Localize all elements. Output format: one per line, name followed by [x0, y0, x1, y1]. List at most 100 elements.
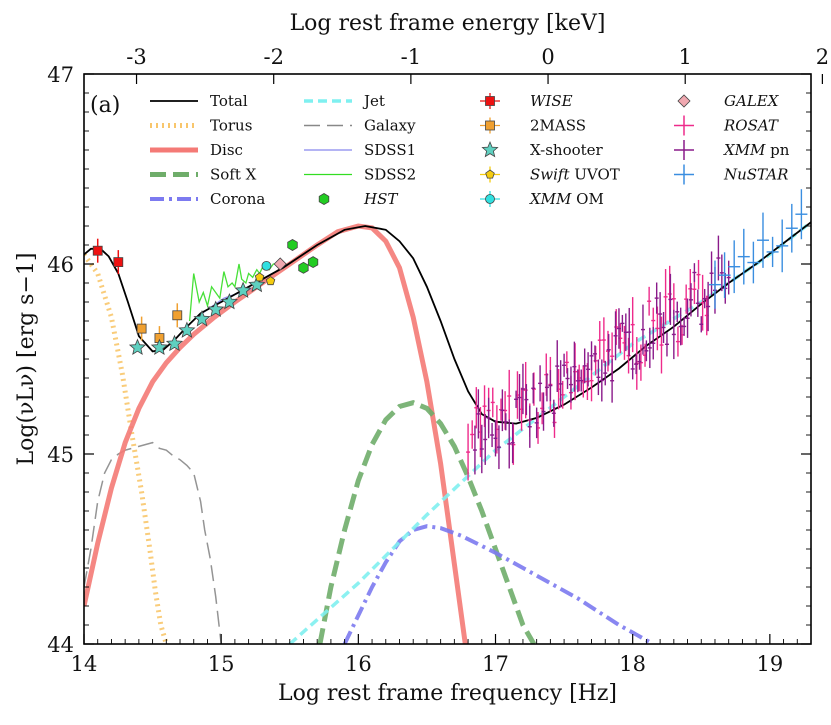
y-tick-label: 45 — [47, 443, 74, 467]
legend-item-jet: Jet — [304, 92, 385, 110]
legend-marker — [481, 140, 499, 158]
xmm-pn-point — [568, 366, 573, 403]
rosat-point — [696, 259, 701, 290]
xmm-pn-point — [551, 399, 556, 427]
legend-label: Jet — [362, 92, 385, 110]
xmm-pn-point — [640, 304, 645, 355]
legend-item-hst: HST — [318, 190, 398, 208]
xmm-pn-point — [507, 419, 512, 469]
xmm-pn-point — [661, 311, 666, 343]
legend-label: X-shooter — [530, 141, 604, 159]
xmm-pn-point — [558, 360, 563, 408]
y-tick-label: 46 — [47, 253, 74, 277]
wise-marker — [113, 257, 124, 268]
rosat-point — [663, 269, 668, 325]
legend-label: HST — [363, 190, 398, 208]
x-tick-label: 17 — [482, 652, 509, 676]
legend-item-rosat: ROSAT — [674, 115, 779, 136]
xmm-pn-point — [582, 348, 587, 384]
xmm-pn-point — [589, 341, 594, 371]
xmm-pn-point — [709, 251, 714, 295]
x-axis-title: Log rest frame frequency [Hz] — [278, 681, 617, 706]
legend-label: Corona — [210, 190, 265, 208]
xmm-pn-point — [644, 340, 649, 362]
legend-label: Torus — [210, 117, 252, 135]
legend-item-nustar: NuSTAR — [674, 164, 788, 185]
xmm-pn-point — [675, 301, 680, 323]
x-tick-label: 19 — [756, 652, 783, 676]
x-shooter-marker — [178, 321, 196, 338]
nustar-point — [776, 219, 789, 273]
xmm-pn-point — [541, 392, 546, 431]
x-shooter-marker — [248, 275, 266, 293]
legend-item-galex: GALEX — [677, 92, 780, 110]
xmm-pn-point — [538, 365, 543, 402]
nustar-point — [728, 240, 741, 294]
swift-uvot-marker — [254, 272, 265, 282]
top-tick-label: 1 — [679, 45, 692, 69]
xmm-pn-point — [706, 281, 711, 332]
series-galaxy — [84, 441, 222, 644]
legend-label: Swift UVOT — [530, 166, 620, 184]
xmm-pn-point — [496, 425, 501, 470]
x-shooter-marker — [207, 300, 225, 317]
xmm-pn-point — [668, 273, 673, 325]
top-tick-label: -2 — [263, 45, 283, 69]
xmm-pn-point — [472, 425, 477, 475]
x-tick-label: 14 — [71, 652, 98, 676]
legend-item-disc: Disc — [150, 141, 243, 159]
xmm-pn-point — [634, 354, 639, 375]
xmm-pn-point — [695, 289, 700, 317]
xmm-pn-point — [613, 311, 618, 361]
legend-item-corona: Corona — [150, 190, 265, 208]
nustar-point — [795, 189, 808, 240]
xmm-pn-point — [658, 292, 663, 336]
xmm-pn-point — [637, 353, 642, 370]
rosat-point — [655, 306, 660, 351]
legend: Total Torus Disc Soft X Corona Jet Galaxy SDSS1… — [150, 92, 790, 208]
legend-marker — [485, 96, 495, 106]
series-soft-x — [317, 400, 537, 644]
legend-label: XMM pn — [723, 141, 790, 159]
legend-label-rest: pn — [765, 141, 789, 159]
xmm-pn-point — [596, 359, 601, 396]
xmm-pn-point — [603, 360, 608, 386]
legend-item-total: Total — [150, 92, 248, 110]
xmm-pn-point — [688, 283, 693, 317]
xmm-pn-point — [682, 317, 687, 336]
y-tick-label: 44 — [47, 633, 74, 657]
data-points — [92, 189, 808, 481]
xmm-pn-point — [685, 298, 690, 338]
xmm-pn-point — [599, 359, 604, 402]
legend-item-xmm-om: XMM OM — [480, 190, 604, 208]
xmm-pn-point — [548, 369, 553, 402]
series-torus — [84, 253, 169, 644]
rosat-point — [630, 297, 635, 353]
rosat-point — [474, 387, 479, 429]
legend-label: GALEX — [724, 92, 780, 110]
x-shooter-marker — [234, 281, 252, 298]
xmm-pn-point — [490, 423, 495, 448]
xmm-om-marker — [261, 260, 272, 271]
xmm-pn-point — [651, 327, 656, 360]
rosat-point — [601, 317, 606, 363]
xmm-pn-point — [692, 263, 697, 282]
x-shooter-marker — [220, 292, 238, 310]
nustar-point — [718, 252, 731, 299]
xmm-pn-point — [592, 345, 597, 363]
panel-label: (a) — [90, 93, 120, 118]
rosat-point — [671, 283, 676, 315]
xmm-pn-point — [702, 288, 707, 309]
xmm-pn-point — [620, 314, 625, 332]
legend-label: XMM OM — [529, 190, 604, 208]
xmm-pn-point — [606, 334, 611, 366]
rosat-point — [597, 321, 602, 360]
legend-label: WISE — [530, 92, 573, 110]
hst-marker — [287, 239, 298, 251]
legend-item-galaxy: Galaxy — [304, 117, 416, 135]
rosat-point — [675, 326, 680, 357]
legend-marker — [485, 169, 495, 179]
series-corona — [342, 524, 655, 644]
